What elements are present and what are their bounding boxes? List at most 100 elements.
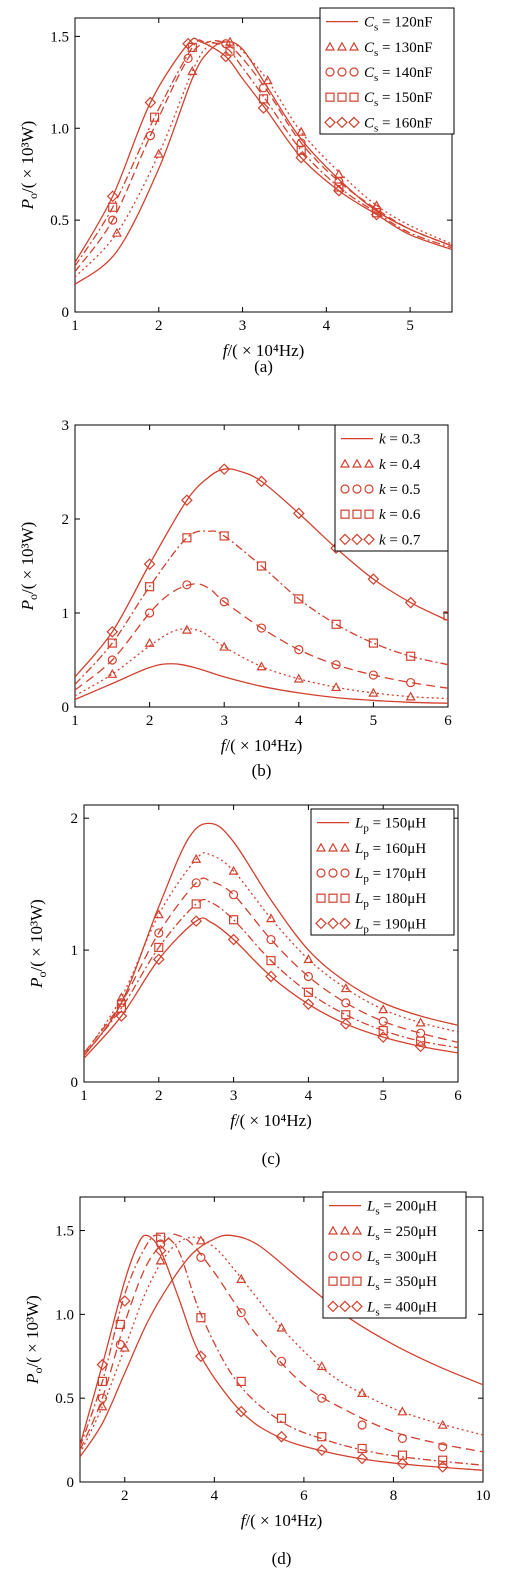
series-b-0 — [75, 663, 448, 704]
data-point-b-3 — [368, 638, 378, 648]
data-point-a-2 — [108, 215, 118, 225]
data-point-c-2 — [416, 1028, 426, 1038]
y-tick-label-b: 1 — [62, 606, 70, 622]
data-point-c-4 — [265, 970, 277, 983]
legend-marker-a-2 — [325, 67, 335, 77]
data-point-d-2 — [196, 1252, 206, 1262]
data-point-a-2 — [258, 83, 269, 93]
data-point-c-1 — [228, 865, 239, 875]
data-point-c-2 — [303, 971, 313, 982]
data-point-a-4 — [144, 96, 157, 109]
data-point-d-2 — [397, 1433, 407, 1444]
legend-marker-d-4 — [327, 1300, 339, 1313]
legend-label-d-3: Ls = 350μH — [366, 1274, 437, 1293]
data-point-b-1 — [219, 641, 230, 651]
data-point-b-2 — [406, 677, 416, 688]
data-point-a-1 — [111, 227, 122, 237]
x-tick-label-b: 6 — [444, 713, 452, 729]
legend-marker-d-1 — [327, 1225, 339, 1235]
data-point-b-2 — [331, 660, 341, 670]
y-axis-label-b: Po/( × 10³W) — [18, 522, 40, 612]
chart-a: 1 2 3 4 5 0 0.5 1.0 1.5 f/( × 10⁴Hz) Po/( × 10³W) (… — [18, 7, 455, 376]
x-tick-label-a: 4 — [323, 318, 331, 334]
legend-marker-a-3 — [349, 92, 359, 102]
series-line-b-0 — [75, 663, 448, 704]
series-d-3 — [80, 1232, 483, 1466]
data-point-c-4 — [414, 1040, 427, 1053]
data-point-b-3 — [256, 561, 267, 571]
legend-marker-a-4 — [336, 116, 348, 129]
data-point-b-3 — [406, 651, 416, 661]
data-point-a-3 — [108, 202, 118, 212]
x-tick-label-a: 1 — [71, 318, 79, 334]
plot-frame-b — [74, 424, 449, 708]
data-point-d-3 — [236, 1376, 246, 1387]
data-point-c-2 — [341, 998, 351, 1008]
legend-label-b-0: k = 0.3 — [379, 432, 420, 448]
data-point-d-3 — [115, 1319, 125, 1330]
data-point-b-4 — [181, 494, 193, 507]
legend-marker-d-2 — [352, 1251, 362, 1261]
data-point-c-2 — [378, 1016, 388, 1026]
data-point-c-4 — [339, 1018, 352, 1030]
data-point-a-4 — [106, 190, 119, 203]
legend-marker-d-1 — [351, 1225, 363, 1235]
y-tick-label-c: 0 — [71, 1075, 79, 1091]
legend-label-d-2: Ls = 300μH — [366, 1249, 437, 1268]
data-point-d-3 — [156, 1232, 166, 1242]
data-point-b-2 — [368, 670, 378, 680]
legend-label-a-2: Cs = 140nF — [364, 65, 433, 84]
y-tick-label-b: 0 — [62, 700, 70, 716]
legend-marker-a-1 — [348, 41, 360, 51]
data-point-c-2 — [229, 890, 239, 900]
legend-marker-d-2 — [340, 1251, 350, 1261]
data-point-b-3 — [182, 533, 192, 543]
data-point-a-4 — [333, 184, 345, 197]
legend-label-c-1: Lp = 160μH — [354, 841, 426, 860]
data-point-d-1 — [357, 1387, 368, 1397]
data-point-d-1 — [97, 1401, 108, 1411]
series-a-4 — [75, 37, 452, 263]
caption-c: (c) — [262, 1149, 281, 1168]
series-d-1 — [80, 1235, 483, 1454]
y-axis-label-d: Po/( × 10³W) — [23, 1295, 45, 1385]
data-point-d-3 — [276, 1413, 287, 1423]
data-point-c-3 — [378, 1025, 388, 1036]
x-tick-label-a: 3 — [239, 318, 247, 334]
data-point-b-2 — [219, 597, 229, 607]
legend-marker-a-1 — [336, 41, 348, 51]
legend-label-b-4: k = 0.7 — [379, 532, 421, 548]
x-tick-label-c: 4 — [305, 1088, 313, 1104]
series-line-d-4 — [80, 1234, 483, 1471]
legend-marker-c-3 — [316, 893, 326, 903]
series-a-0 — [75, 41, 452, 285]
data-point-b-1 — [405, 691, 416, 701]
y-tick-label-a: 1.0 — [50, 121, 69, 137]
legend-marker-c-4 — [327, 917, 339, 930]
caption-a: (a) — [254, 357, 273, 376]
data-point-a-1 — [296, 126, 307, 136]
data-point-b-1 — [368, 687, 379, 697]
legend-marker-b-4 — [363, 533, 375, 546]
x-tick-label-b: 3 — [220, 713, 228, 729]
x-tick-label-c: 6 — [454, 1088, 462, 1104]
data-point-c-4 — [302, 998, 315, 1011]
legend-label-d-4: Ls = 400μH — [366, 1299, 437, 1318]
x-axis-label-b: f/( × 10⁴Hz) — [221, 736, 303, 755]
data-point-b-2 — [256, 623, 267, 633]
data-point-d-4 — [275, 1430, 288, 1443]
y-tick-label-b: 2 — [62, 512, 70, 528]
data-point-d-2 — [236, 1308, 246, 1318]
x-tick-label-d: 10 — [476, 1488, 491, 1504]
data-point-d-1 — [276, 1322, 287, 1332]
x-tick-label-a: 2 — [155, 318, 163, 334]
data-point-b-3 — [107, 638, 117, 648]
data-point-d-1 — [195, 1235, 206, 1245]
series-b-3 — [75, 530, 448, 685]
legend-box-b — [334, 424, 449, 552]
data-point-c-3 — [266, 956, 276, 966]
legend-c: Lp = 150μH Lp = 160μH Lp = 170μH Lp = 180μH… — [310, 808, 455, 936]
legend-marker-b-1 — [339, 458, 351, 468]
data-point-a-4 — [219, 50, 232, 63]
